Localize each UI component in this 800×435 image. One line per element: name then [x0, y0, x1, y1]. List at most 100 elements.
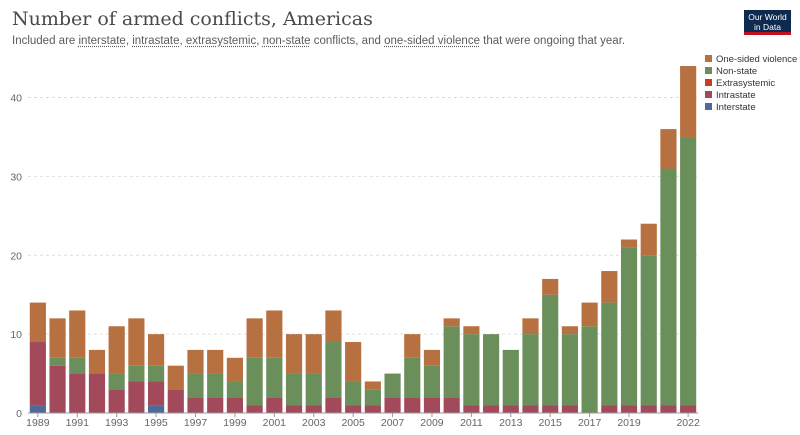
bar-segment-non-state[interactable]	[522, 334, 539, 406]
bar-segment-intrastate[interactable]	[128, 381, 145, 413]
bar-segment-non-state[interactable]	[581, 326, 598, 413]
bar-segment-intrastate[interactable]	[522, 405, 539, 413]
legend-label[interactable]: Interstate	[716, 102, 756, 113]
bar-segment-intrastate[interactable]	[443, 397, 460, 413]
bar-segment-one-sided-violence[interactable]	[542, 278, 559, 295]
bar-segment-one-sided-violence[interactable]	[167, 365, 184, 390]
legend-label[interactable]: One-sided violence	[716, 54, 797, 65]
bar-segment-intrastate[interactable]	[285, 405, 303, 413]
bar-segment-non-state[interactable]	[561, 334, 578, 406]
bar-segment-non-state[interactable]	[443, 326, 460, 398]
bar-segment-intrastate[interactable]	[660, 405, 677, 413]
bar-segment-one-sided-violence[interactable]	[620, 239, 638, 248]
bar-segment-intrastate[interactable]	[384, 397, 401, 413]
bar-segment-non-state[interactable]	[285, 373, 303, 406]
bar-segment-intrastate[interactable]	[187, 397, 204, 413]
bar-segment-intrastate[interactable]	[108, 389, 125, 413]
legend-label[interactable]: Non-state	[716, 66, 757, 77]
bar-segment-intrastate[interactable]	[561, 405, 578, 413]
bar-segment-non-state[interactable]	[69, 357, 86, 374]
bar-segment-one-sided-violence[interactable]	[285, 334, 303, 374]
bar-segment-intrastate[interactable]	[404, 397, 421, 413]
bar-segment-non-state[interactable]	[680, 136, 697, 406]
bar-segment-intrastate[interactable]	[49, 365, 66, 413]
bar-segment-intrastate[interactable]	[423, 397, 441, 413]
bar-segment-one-sided-violence[interactable]	[305, 334, 322, 374]
bar-segment-one-sided-violence[interactable]	[423, 349, 441, 366]
legend-label[interactable]: Intrastate	[716, 90, 756, 101]
bar-segment-non-state[interactable]	[246, 357, 263, 406]
bar-segment-one-sided-violence[interactable]	[364, 381, 381, 390]
bar-segment-non-state[interactable]	[207, 373, 224, 398]
subtitle-term-link[interactable]: one-sided violence	[384, 35, 480, 47]
bar-segment-non-state[interactable]	[148, 365, 165, 382]
bar-segment-one-sided-violence[interactable]	[148, 334, 165, 366]
bar-segment-one-sided-violence[interactable]	[207, 349, 224, 374]
bar-segment-intrastate[interactable]	[680, 405, 697, 413]
bar-segment-one-sided-violence[interactable]	[246, 318, 263, 358]
bar-segment-intrastate[interactable]	[601, 405, 618, 413]
bar-segment-one-sided-violence[interactable]	[325, 310, 342, 343]
bar-segment-intrastate[interactable]	[226, 397, 243, 413]
subtitle-term-link[interactable]: extrasystemic	[185, 35, 257, 47]
bar-segment-intrastate[interactable]	[207, 397, 224, 413]
bar-segment-one-sided-violence[interactable]	[463, 326, 480, 335]
subtitle-term-link[interactable]: non-state	[262, 35, 311, 47]
bar-segment-non-state[interactable]	[108, 373, 125, 390]
bar-segment-non-state[interactable]	[502, 349, 519, 406]
bar-segment-one-sided-violence[interactable]	[561, 326, 578, 335]
bar-segment-non-state[interactable]	[463, 334, 480, 406]
bar-segment-intrastate[interactable]	[69, 373, 86, 413]
bar-segment-intrastate[interactable]	[29, 342, 46, 406]
owid-logo[interactable]: Our World in Data	[744, 10, 791, 35]
bar-segment-intrastate[interactable]	[364, 405, 381, 413]
bar-segment-one-sided-violence[interactable]	[581, 302, 598, 327]
bar-segment-one-sided-violence[interactable]	[601, 271, 618, 303]
bar-segment-one-sided-violence[interactable]	[108, 326, 125, 374]
bar-segment-one-sided-violence[interactable]	[640, 223, 657, 256]
bar-segment-intrastate[interactable]	[542, 405, 559, 413]
bar-segment-one-sided-violence[interactable]	[522, 318, 539, 335]
bar-segment-intrastate[interactable]	[483, 405, 500, 413]
bar-segment-non-state[interactable]	[187, 373, 204, 398]
bar-segment-interstate[interactable]	[29, 405, 46, 413]
bar-segment-non-state[interactable]	[384, 373, 401, 398]
bar-segment-intrastate[interactable]	[325, 397, 342, 413]
bar-segment-intrastate[interactable]	[620, 405, 638, 413]
bar-segment-non-state[interactable]	[542, 294, 559, 406]
bar-segment-non-state[interactable]	[266, 357, 283, 398]
bar-segment-one-sided-violence[interactable]	[680, 66, 697, 137]
subtitle-term-link[interactable]: interstate	[78, 35, 126, 47]
subtitle-term-link[interactable]: intrastate	[132, 35, 180, 47]
bar-segment-intrastate[interactable]	[246, 405, 263, 413]
bar-segment-non-state[interactable]	[128, 365, 145, 382]
bar-segment-interstate[interactable]	[148, 405, 165, 413]
bar-segment-non-state[interactable]	[49, 357, 66, 366]
bar-segment-non-state[interactable]	[483, 334, 500, 406]
bar-segment-one-sided-violence[interactable]	[128, 318, 145, 366]
bar-segment-one-sided-violence[interactable]	[69, 310, 86, 358]
bar-segment-non-state[interactable]	[660, 168, 677, 406]
bar-segment-non-state[interactable]	[404, 357, 421, 398]
bar-segment-intrastate[interactable]	[148, 381, 165, 406]
bar-segment-one-sided-violence[interactable]	[88, 349, 106, 374]
bar-segment-intrastate[interactable]	[502, 405, 519, 413]
bar-segment-one-sided-violence[interactable]	[404, 334, 421, 358]
bar-segment-intrastate[interactable]	[640, 405, 657, 413]
bar-segment-one-sided-violence[interactable]	[266, 310, 283, 358]
bar-segment-non-state[interactable]	[226, 381, 243, 398]
bar-segment-non-state[interactable]	[325, 342, 342, 398]
bar-segment-intrastate[interactable]	[345, 405, 362, 413]
bar-segment-non-state[interactable]	[620, 247, 638, 406]
bar-segment-non-state[interactable]	[364, 389, 381, 406]
bar-segment-one-sided-violence[interactable]	[660, 129, 677, 169]
bar-segment-non-state[interactable]	[601, 302, 618, 406]
bar-segment-intrastate[interactable]	[167, 389, 184, 413]
bar-segment-one-sided-violence[interactable]	[443, 318, 460, 327]
bar-segment-non-state[interactable]	[305, 373, 322, 406]
bar-segment-intrastate[interactable]	[305, 405, 322, 413]
bar-segment-non-state[interactable]	[345, 381, 362, 406]
bar-segment-intrastate[interactable]	[266, 397, 283, 413]
bar-segment-one-sided-violence[interactable]	[345, 342, 362, 382]
bar-segment-one-sided-violence[interactable]	[49, 318, 66, 358]
